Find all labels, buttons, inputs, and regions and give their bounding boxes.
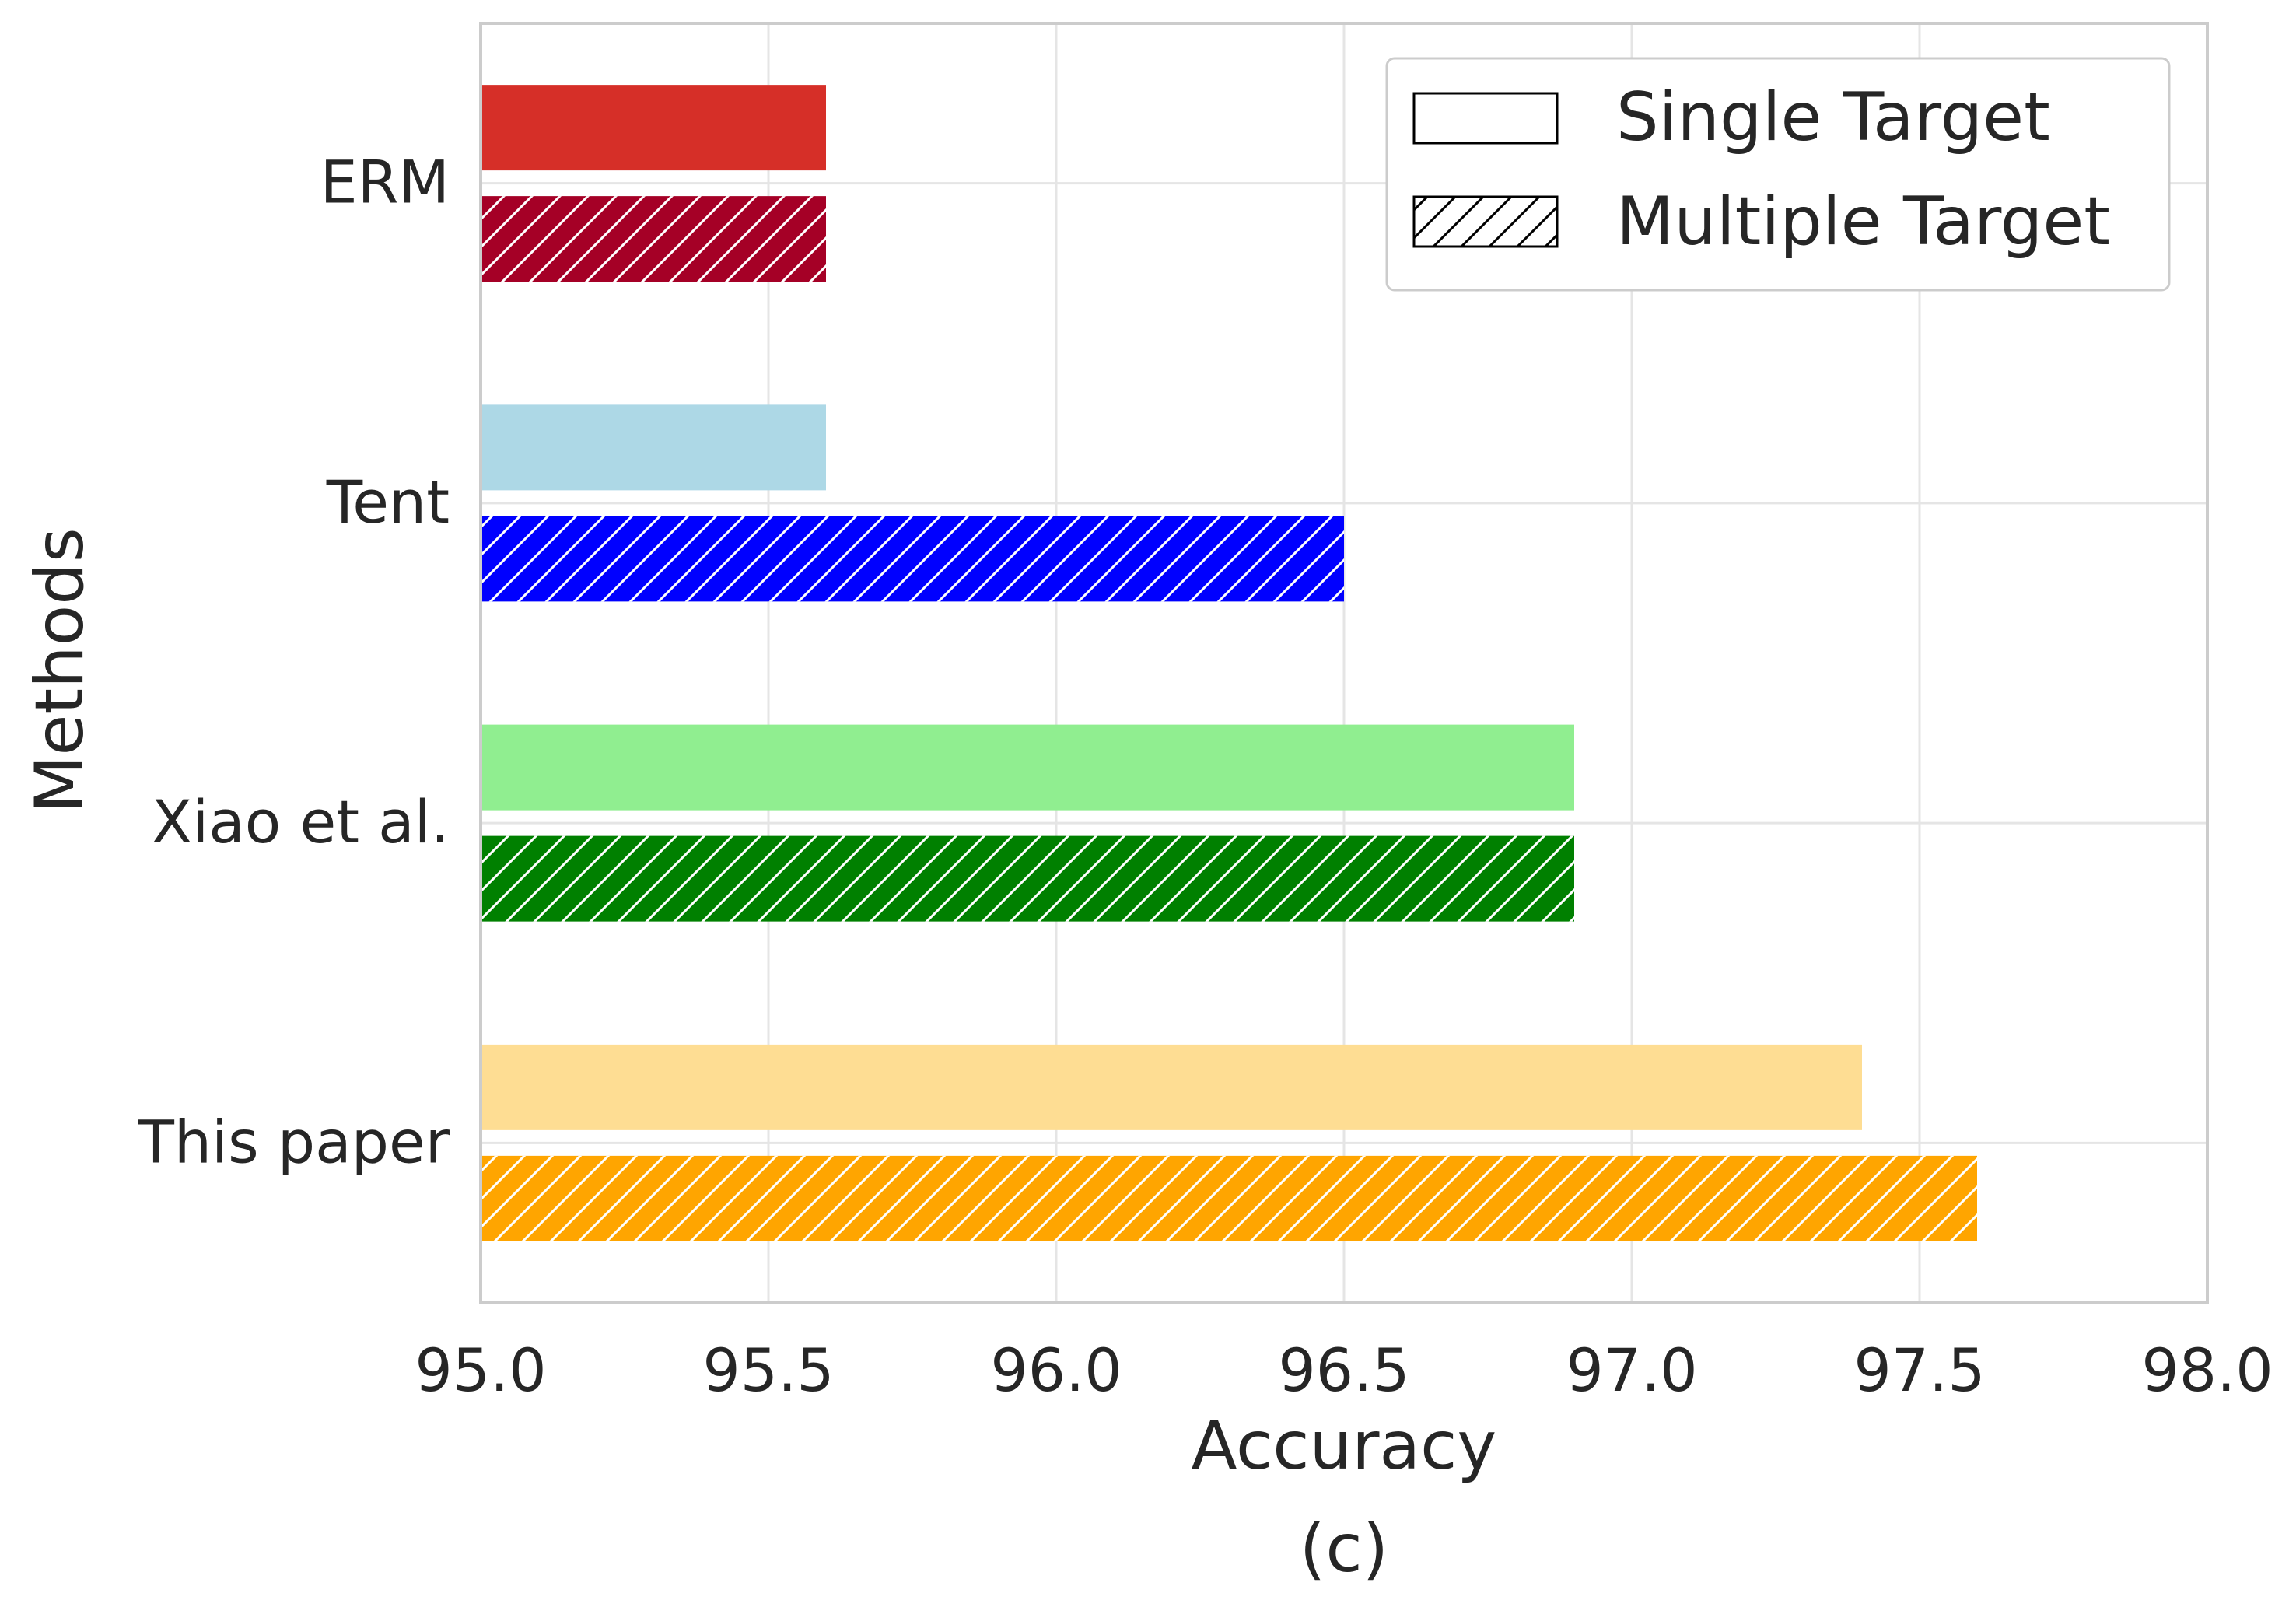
bars (481, 85, 1977, 1241)
legend: Single Target Multiple Target (1385, 57, 2171, 292)
y-axis-label: Methods (21, 527, 99, 813)
x-tick-label: 97.0 (1566, 1336, 1697, 1405)
y-category-label: Xiao et al. (152, 787, 450, 856)
x-axis-label: Accuracy (1192, 1407, 1497, 1485)
x-tick-label: 96.5 (1278, 1336, 1409, 1405)
legend-swatch-single-target (1412, 92, 1559, 145)
x-tick-label: 97.5 (1853, 1336, 1985, 1405)
y-category-label: Tent (326, 467, 450, 537)
bar-hatch-tent-multiple-target (481, 516, 1344, 602)
legend-label-multiple-target: Multiple Target (1616, 183, 2110, 261)
legend-box (1385, 57, 2171, 292)
x-tick-label: 98.0 (2141, 1336, 2273, 1405)
y-category-label: This paper (137, 1107, 450, 1176)
bar-hatch-this-paper-multiple-target (481, 1155, 1977, 1241)
x-tick-label: 95.0 (415, 1336, 546, 1405)
x-tick-labels: 95.0 95.5 96.0 96.5 97.0 97.5 98.0 (415, 1336, 2273, 1405)
bar-tent-single-target (481, 404, 826, 491)
bar-xiao-et-al-single-target (481, 724, 1574, 811)
x-tick-label: 96.0 (990, 1336, 1122, 1405)
y-category-label: ERM (320, 148, 450, 217)
y-category-labels: ERM Tent Xiao et al. This paper (137, 148, 450, 1177)
plot-frame (479, 22, 2209, 1304)
legend-label-single-target: Single Target (1616, 79, 2050, 156)
legend-swatch-multiple-target (1412, 195, 1559, 248)
bar-hatch-xiao-et-al-multiple-target (481, 835, 1574, 922)
bar-this-paper-single-target (481, 1044, 1862, 1130)
bar-erm-single-target (481, 85, 826, 171)
bar-hatch-erm-multiple-target (481, 196, 826, 282)
x-tick-label: 95.5 (702, 1336, 834, 1405)
panel-caption: (c) (1300, 1510, 1388, 1588)
